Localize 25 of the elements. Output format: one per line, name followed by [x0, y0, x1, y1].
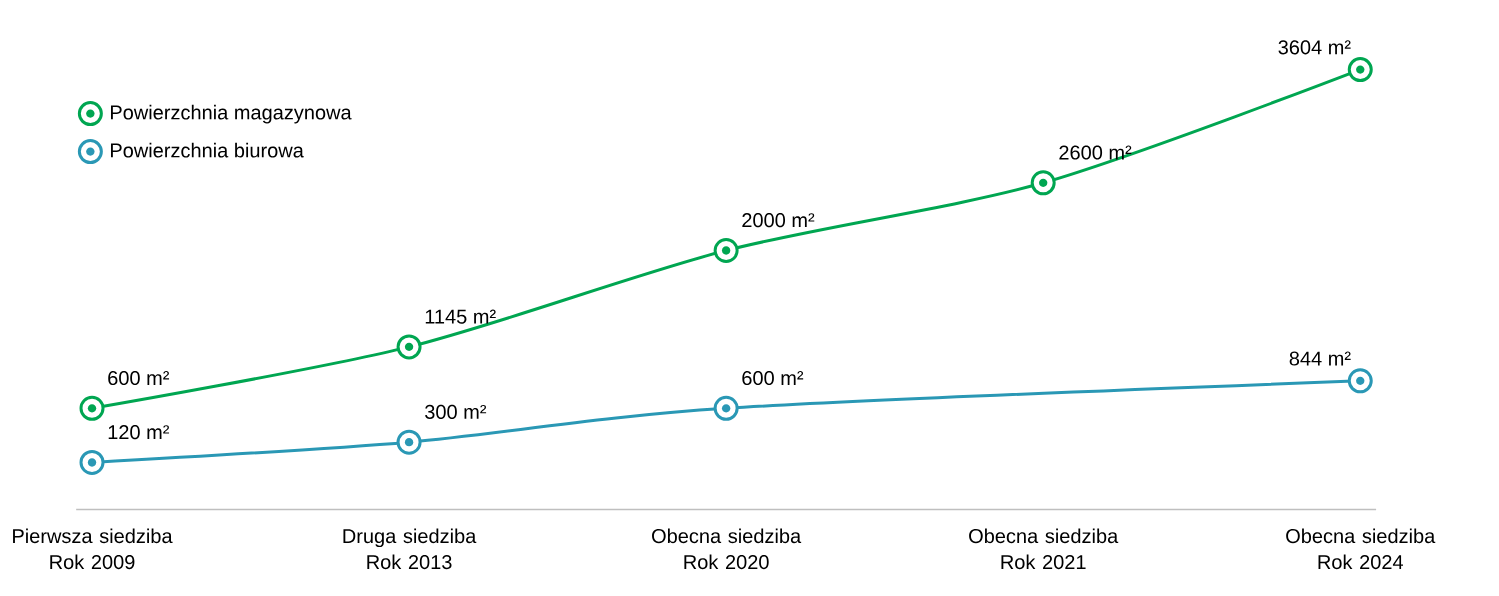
point	[1030, 170, 1056, 196]
data-label: 2600 m²	[1059, 145, 1132, 160]
legend-label: Powierzchnia biurowa	[111, 142, 304, 158]
x-tick-label: Druga siedziba Rok 2013	[343, 528, 477, 570]
point	[79, 449, 105, 475]
data-label: 600 m²	[742, 370, 804, 386]
point	[1347, 368, 1373, 394]
data-label: 1145 m²	[425, 309, 496, 324]
point	[79, 395, 105, 421]
data-label: 844 m²	[1289, 351, 1351, 366]
legend-label: Powierzchnia magazynowa	[111, 104, 352, 124]
data-label: 300 m²	[425, 404, 487, 419]
data-label: 600 m²	[108, 370, 170, 386]
point	[396, 429, 422, 455]
data-label: 2000 m²	[742, 213, 815, 228]
x-tick-label: Obecna siedziba Rok 2024	[1286, 528, 1436, 570]
x-tick-label: Pierwsza siedziba Rok 2009	[13, 528, 173, 570]
point	[713, 395, 739, 421]
x-tick-label: Obecna siedziba Rok 2020	[652, 528, 802, 570]
point	[1347, 57, 1373, 83]
x-tick-label: Obecna siedziba Rok 2021	[969, 528, 1119, 570]
data-label: 3604 m²	[1278, 40, 1351, 55]
data-label: 120 m²	[108, 425, 170, 440]
point	[396, 334, 422, 360]
point	[713, 237, 739, 263]
